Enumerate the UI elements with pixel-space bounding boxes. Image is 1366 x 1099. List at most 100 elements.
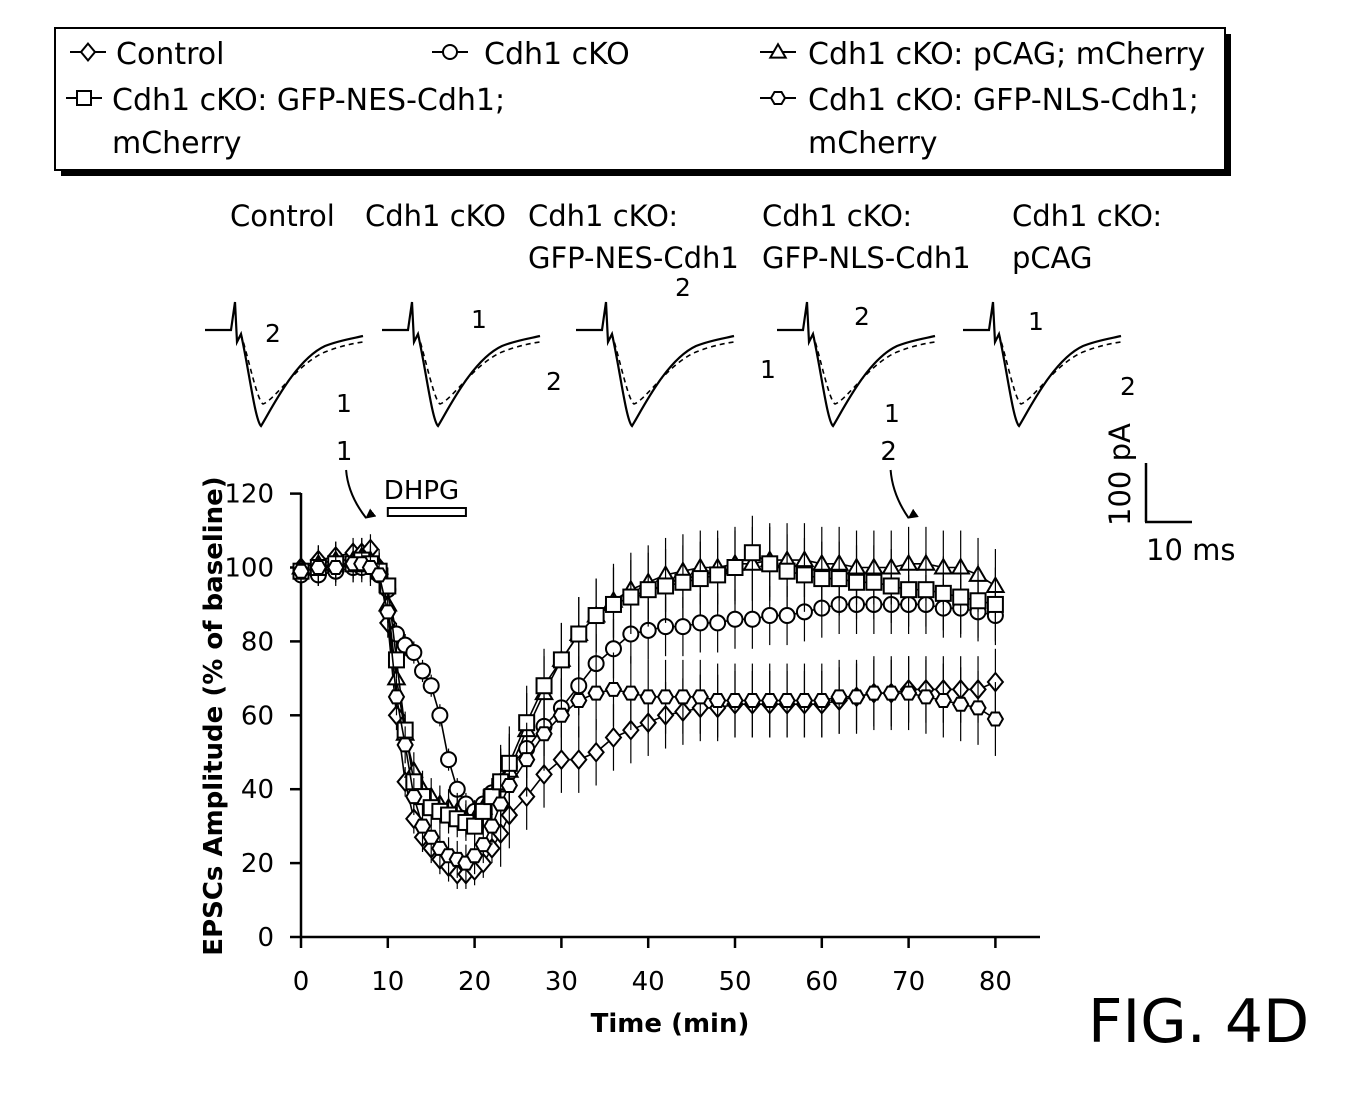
main-chart: 0 20 40 60 80 100 120 0 10 20 30 40 50 60 70 80 EPSCs A… — [199, 437, 1040, 1039]
epsc-traces — [205, 301, 1122, 428]
series-1-point — [674, 618, 692, 636]
figure-label: FIG. 4D — [1088, 987, 1309, 1057]
series-4-point — [847, 689, 866, 705]
series-3-point — [900, 581, 918, 599]
series-4-point — [639, 689, 657, 705]
legend-label-nls-line2: mCherry — [808, 126, 938, 161]
series-1-point — [440, 751, 458, 769]
series-1-point — [709, 614, 727, 632]
series-4-point — [813, 693, 831, 709]
legend-marker-diamond-icon — [79, 42, 97, 62]
trace-2-num-b: 1 — [760, 355, 776, 384]
legend-marker-circle-icon — [442, 44, 458, 60]
trace-1-dashed — [417, 333, 541, 405]
series-4-point — [292, 563, 310, 579]
y-tick-label-60: 60 — [241, 701, 274, 731]
legend-label-nes-line2: mCherry — [112, 126, 242, 161]
series-3-point — [917, 581, 935, 599]
trace-3 — [777, 301, 936, 428]
x-tick-label-40: 40 — [632, 967, 665, 997]
trace-4-num-a: 1 — [1028, 307, 1044, 336]
series-4-point — [986, 711, 1005, 727]
series-3-point — [986, 595, 1004, 613]
series-3-point — [882, 577, 900, 595]
series-4-point — [708, 693, 727, 709]
series-4-point — [934, 693, 952, 709]
series-1-point — [422, 677, 440, 695]
chart-annotations: DHPG 1 2 — [336, 437, 919, 519]
trace-0-solid — [205, 301, 364, 428]
y-tick-label-120: 120 — [224, 480, 274, 510]
series-4-point — [882, 685, 900, 701]
series-0-point — [552, 749, 571, 771]
y-tick-label-100: 100 — [224, 554, 274, 584]
series-3-point — [865, 573, 883, 591]
series-3-point — [969, 592, 987, 610]
trace-0-num-a: 2 — [265, 319, 281, 348]
y-tick-label-40: 40 — [241, 775, 274, 805]
series-3-point — [466, 817, 484, 835]
series-3-point — [830, 570, 848, 588]
series-3-point — [657, 577, 675, 595]
trace-3-num-b: 1 — [884, 399, 900, 428]
x-tick-label-50: 50 — [718, 967, 751, 997]
y-tick-label-80: 80 — [241, 627, 274, 657]
series-4-point — [952, 696, 970, 712]
series-3-point — [474, 802, 492, 820]
x-tick-label-60: 60 — [805, 967, 838, 997]
series-0-point — [604, 726, 623, 749]
trace-4-dashed — [998, 333, 1122, 405]
trace-title-pcag-line2: pCAG — [1012, 241, 1092, 275]
dhpg-label: DHPG — [384, 476, 459, 506]
series-3-point — [761, 555, 779, 573]
legend-label-cdh1-cko: Cdh1 cKO — [484, 37, 630, 72]
legend-label-nls: Cdh1 cKO: GFP-NLS-Cdh1; — [808, 83, 1199, 118]
legend: Control Cdh1 cKO Cdh1 cKO: pCAG; mCherry… — [54, 27, 1231, 176]
series-4-point — [327, 560, 345, 575]
dhpg-bar — [386, 507, 467, 517]
x-tick-label-30: 30 — [545, 967, 578, 997]
series-4-point — [518, 752, 536, 768]
arrow-2-label: 2 — [880, 437, 897, 467]
trace-2 — [576, 301, 735, 428]
series-4-point — [587, 685, 605, 701]
x-tick-label-10: 10 — [371, 967, 404, 997]
series-4-point — [830, 689, 848, 705]
series-4-point — [674, 689, 692, 705]
arrow-1 — [345, 469, 377, 519]
series-3-point — [535, 677, 553, 695]
series-1-point — [726, 610, 744, 628]
series-4-point — [917, 689, 935, 705]
series-3-point — [674, 573, 692, 591]
series-4 — [292, 545, 1005, 882]
series-4-point — [899, 685, 918, 701]
series-4-point — [778, 693, 796, 709]
series-4-point — [865, 685, 883, 701]
series-4-point — [309, 560, 328, 575]
trace-title-control: Control — [230, 199, 335, 233]
scale-bar-vertical-label: 100 pA — [1103, 423, 1137, 526]
trace-3-dashed — [812, 333, 936, 405]
trace-1-solid — [382, 301, 541, 428]
series-0-point — [587, 741, 605, 763]
series-3-point — [604, 595, 622, 613]
series-4-point — [691, 689, 709, 705]
series-4-point — [370, 567, 388, 583]
trace-1-num-a: 1 — [471, 305, 487, 334]
series-3-point — [795, 566, 813, 584]
trace-2-num-a: 2 — [675, 273, 691, 302]
series-3-point — [743, 544, 761, 562]
trace-0 — [205, 301, 364, 428]
x-tick-label-0: 0 — [293, 967, 310, 997]
series-3-point — [691, 570, 709, 588]
series-3-point — [387, 651, 405, 669]
scale-bar-horizontal-label: 10 ms — [1146, 533, 1235, 567]
y-tick-label-0: 0 — [257, 923, 274, 953]
trace-2-dashed — [611, 333, 735, 405]
trace-title-nls-line2: GFP-NLS-Cdh1 — [762, 241, 971, 275]
trace-numbers: 2 1 1 2 2 1 2 1 1 2 — [265, 273, 1136, 428]
trace-title-nes-line1: Cdh1 cKO: — [528, 199, 678, 233]
series-4-point — [535, 726, 553, 742]
series-4-point — [387, 689, 406, 705]
